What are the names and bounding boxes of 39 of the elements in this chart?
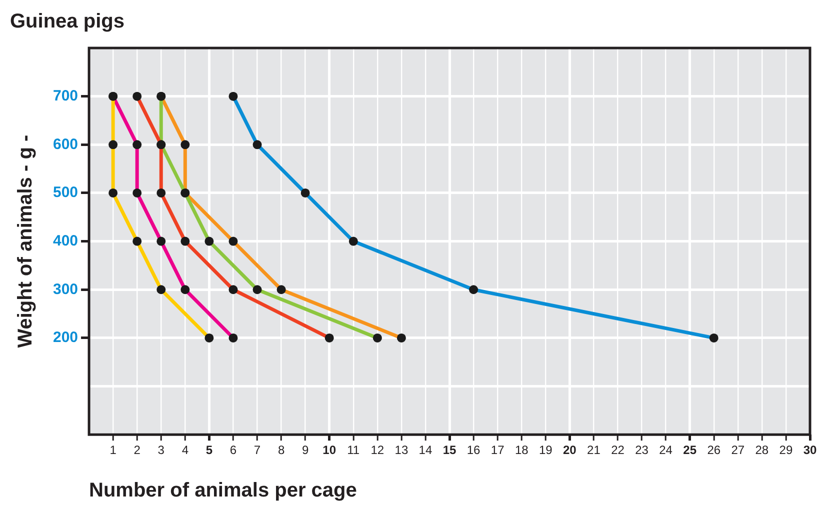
x-tick-label: 24	[659, 443, 673, 458]
x-tick-label: 14	[418, 443, 432, 458]
x-tick-label: 29	[779, 443, 793, 458]
x-tick-label: 13	[394, 443, 408, 458]
x-tick-label: 1	[110, 443, 117, 458]
x-tick-label: 11	[347, 443, 360, 458]
x-tick-label: 28	[755, 443, 769, 458]
x-tick-label: 30	[803, 443, 817, 458]
y-tick-label: 200	[52, 329, 78, 346]
x-tick-label: 17	[490, 443, 505, 458]
x-tick-label: 2	[134, 443, 141, 458]
x-tick-label: 6	[230, 443, 237, 458]
x-tick-label: 9	[302, 443, 309, 458]
x-tick-label: 26	[707, 443, 721, 458]
y-tick-label: 500	[52, 184, 78, 202]
y-tick-label: 600	[52, 136, 78, 153]
x-tick-label: 7	[254, 443, 261, 458]
x-tick-label: 20	[562, 443, 577, 458]
x-tick-label: 5	[206, 443, 213, 458]
y-tick-label: 700	[52, 87, 78, 104]
x-tick-label: 18	[514, 443, 529, 458]
x-tick-label: 12	[370, 443, 384, 458]
x-axis-title: Number of animals per cage	[89, 480, 357, 502]
x-tick-label: 21	[587, 443, 601, 458]
x-tick-label: 15	[442, 443, 457, 458]
x-tick-label: 8	[278, 443, 285, 458]
x-tick-label: 3	[158, 443, 165, 458]
x-tick-label: 10	[322, 443, 336, 458]
x-tick-label: 27	[731, 443, 745, 458]
x-tick-label: 4	[182, 443, 189, 458]
x-tick-label: 23	[635, 443, 649, 458]
y-tick-label: 300	[52, 280, 78, 298]
x-tick-label: 22	[611, 443, 625, 458]
y-axis-title: Weight of animals - g -	[14, 134, 37, 348]
y-tick-label: 400	[52, 232, 78, 250]
x-tick-label: 25	[683, 443, 697, 458]
x-tick-label: 16	[466, 443, 481, 458]
x-tick-label: 19	[538, 443, 553, 458]
chart-title: Guinea pigs	[10, 10, 124, 33]
